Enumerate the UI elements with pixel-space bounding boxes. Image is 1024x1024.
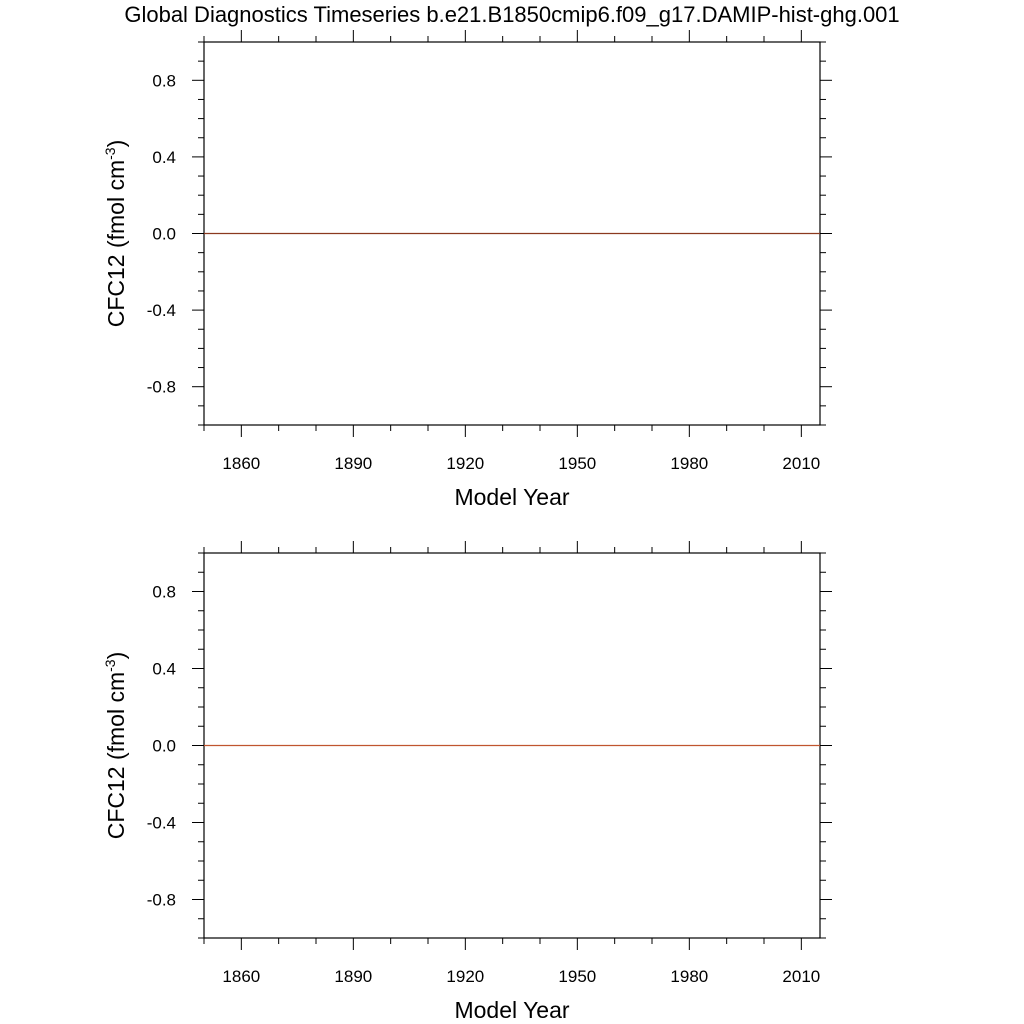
chart0-xtick-label-1980: 1980	[670, 454, 708, 473]
chart1-xtick-label-1860: 1860	[222, 967, 260, 986]
chart0-x-axis-title: Model Year	[454, 484, 569, 510]
chart1-ytick-label-4: -0.8	[147, 891, 176, 910]
chart1-xtick-label-1950: 1950	[558, 967, 596, 986]
chart0-xtick-label-2010: 2010	[782, 454, 820, 473]
chart1-xtick-label-2010: 2010	[782, 967, 820, 986]
panel-top: 1860 1890 1920 1950 1980 2010 0.8 0.4 0.0 -0.4 -0.…	[102, 30, 832, 510]
chart1-ytick-label-1: 0.4	[152, 660, 176, 679]
chart0-y-axis-title-main: CFC12 (fmol cm	[103, 160, 129, 327]
figure-title: Global Diagnostics Timeseries b.e21.B185…	[124, 2, 900, 27]
chart0-ytick-label-2: 0.0	[152, 225, 176, 244]
panel-bottom: 1860 1890 1920 1950 1980 2010 0.8 0.4 0.0 -0.4 -0.…	[102, 541, 832, 1023]
chart0-ytick-label-0: 0.8	[152, 71, 176, 90]
chart0-xtick-label-1860: 1860	[222, 454, 260, 473]
chart1-y-axis-title-sup: -3	[102, 659, 118, 672]
chart0-xtick-label-1890: 1890	[334, 454, 372, 473]
chart1-ytick-label-2: 0.0	[152, 737, 176, 756]
chart0-xtick-label-1920: 1920	[446, 454, 484, 473]
chart0-y-axis-title-sup: -3	[102, 147, 118, 160]
chart0-y-axis-title: CFC12 (fmol cm-3)	[102, 140, 129, 328]
chart0-ytick-label-4: -0.8	[147, 378, 176, 397]
chart1-ytick-label-0: 0.8	[152, 583, 176, 602]
chart1-ytick-label-3: -0.4	[147, 814, 176, 833]
chart0-ytick-label-3: -0.4	[147, 301, 176, 320]
chart1-xtick-label-1920: 1920	[446, 967, 484, 986]
chart0-xtick-label-1950: 1950	[558, 454, 596, 473]
chart1-x-axis-title: Model Year	[454, 997, 569, 1023]
chart0-y-axis-title-close: )	[103, 140, 129, 148]
chart1-xtick-label-1980: 1980	[670, 967, 708, 986]
chart1-y-axis-title: CFC12 (fmol cm-3)	[102, 652, 129, 840]
chart1-y-axis-title-main: CFC12 (fmol cm	[103, 672, 129, 839]
chart1-y-axis-title-close: )	[103, 652, 129, 660]
chart1-xtick-label-1890: 1890	[334, 967, 372, 986]
chart0-ytick-label-1: 0.4	[152, 148, 176, 167]
